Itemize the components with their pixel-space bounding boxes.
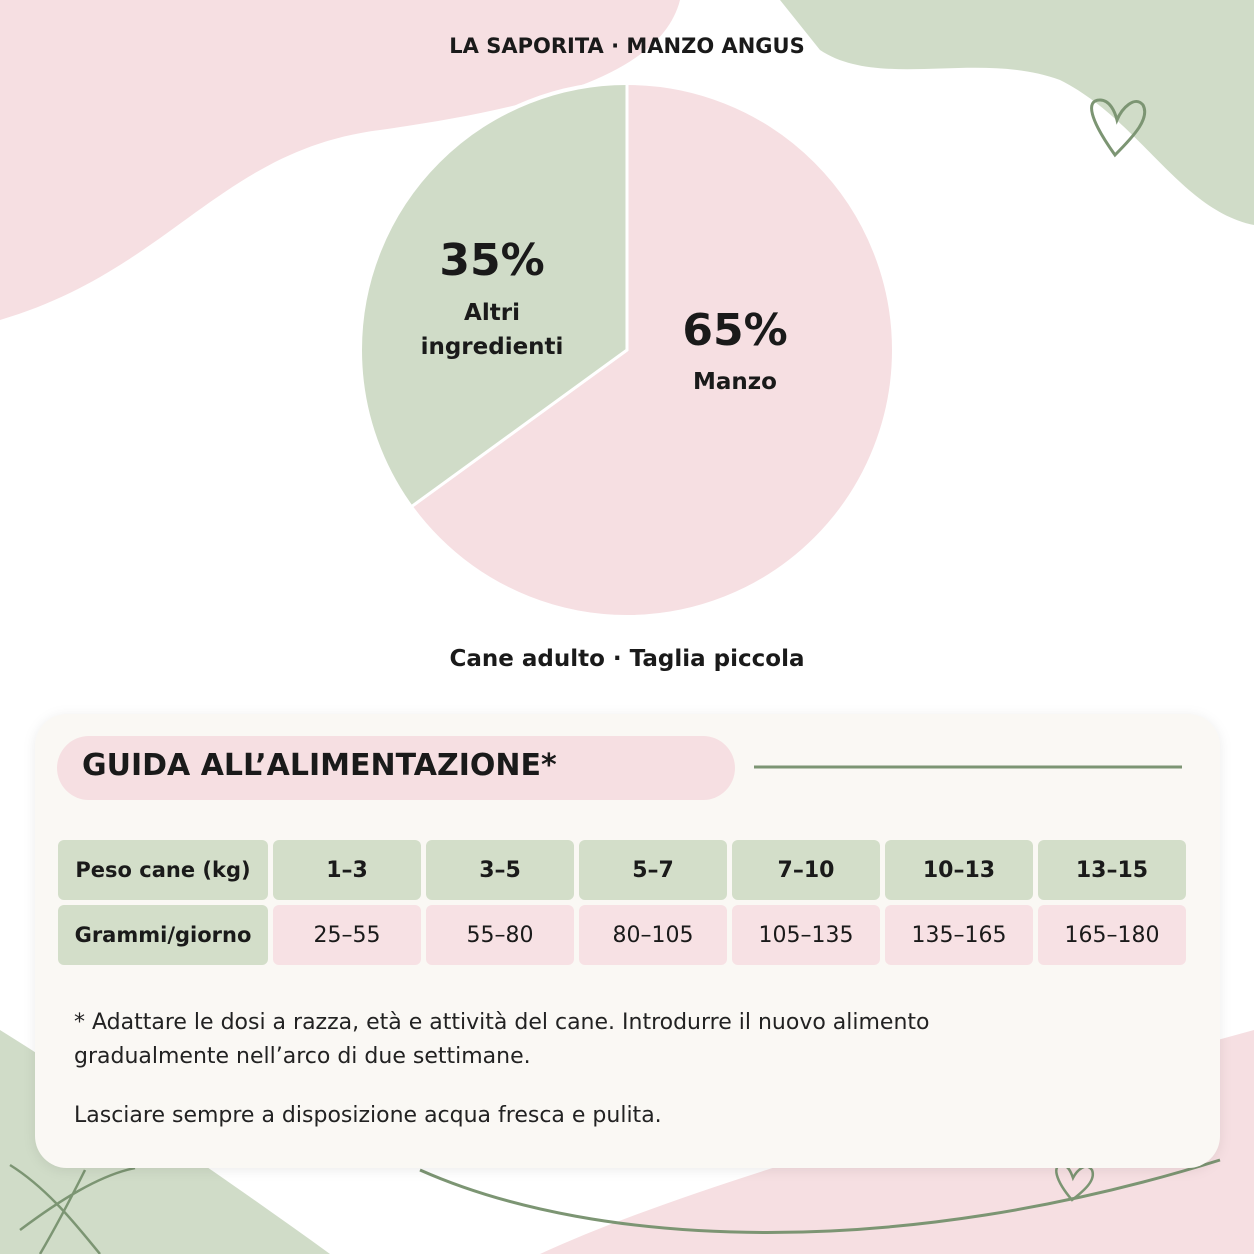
pie-outline [358, 81, 896, 619]
table-cell: 135–165 [885, 905, 1033, 965]
table-cell: 80–105 [579, 905, 727, 965]
table-header-cell: 7–10 [732, 840, 880, 900]
data-label: 65% [682, 305, 788, 356]
table-header-cell: 1–3 [273, 840, 421, 900]
table-cell: 25–55 [273, 905, 421, 965]
table-header-cell: Peso cane (kg) [58, 840, 268, 900]
table-cell: Grammi/giorno [58, 905, 268, 965]
category-label: Altri ingredienti [420, 300, 564, 360]
table-header-cell: 13–15 [1038, 840, 1186, 900]
section-title: GUIDA ALL’ALIMENTAZIONE* [82, 748, 557, 783]
table-header-cell: 3–5 [426, 840, 574, 900]
table-cell: 105–135 [732, 905, 880, 965]
table-cell: 165–180 [1038, 905, 1186, 965]
chart-title: LA SAPORITA · MANZO ANGUS [449, 34, 805, 58]
table-header-cell: 10–13 [885, 840, 1033, 900]
note: * Adattare le dosi a razza, età e attivi… [74, 1010, 930, 1069]
table-cell: 55–80 [426, 905, 574, 965]
note: Lasciare sempre a disposizione acqua fre… [74, 1103, 662, 1128]
chart-subtitle: Cane adulto · Taglia piccola [449, 646, 805, 672]
data-label: 35% [439, 235, 545, 286]
table-header-cell: 5–7 [579, 840, 727, 900]
category-label: Manzo [693, 369, 777, 395]
